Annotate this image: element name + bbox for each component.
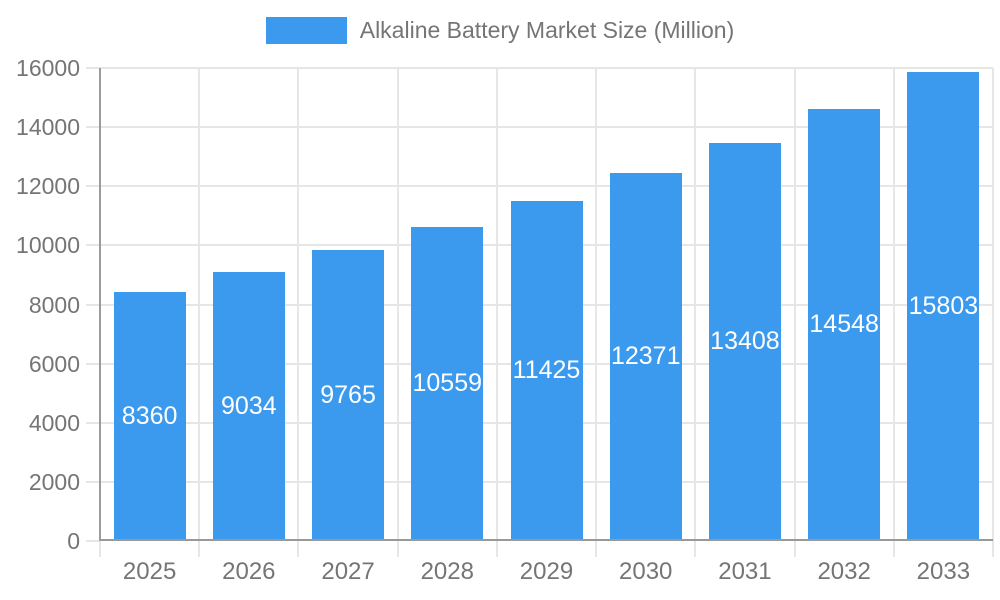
bar-value-label: 13408	[710, 327, 780, 355]
plot-area: 8360 9034 9765 10559 11425 12371 13408 14548 158…	[86, 67, 994, 557]
bar-value-label: 12371	[610, 342, 681, 370]
bar[interactable]: 8360	[113, 292, 186, 539]
bar-value-label: 9034	[221, 391, 277, 420]
gridline-vertical	[198, 68, 201, 557]
bar[interactable]: 11425	[510, 201, 583, 539]
bar-value-label: 14548	[809, 310, 879, 338]
y-tick-label: 0	[67, 528, 80, 554]
gridline-horizontal	[86, 185, 993, 188]
bar[interactable]: 14548	[808, 109, 881, 539]
bar-value-label: 8360	[121, 401, 178, 430]
gridline-vertical	[396, 68, 399, 557]
y-tick-label: 12000	[16, 173, 80, 200]
gridline-vertical	[595, 68, 598, 557]
x-tick-label: 2031	[718, 558, 772, 585]
y-tick-label: 8000	[28, 291, 80, 318]
legend[interactable]: Alkaline Battery Market Size (Million)	[0, 17, 1000, 44]
y-axis-labels: 0 2000 4000 6000 8000 10000 12000 14000 16000	[0, 55, 80, 554]
y-axis-line	[99, 68, 101, 541]
legend-label: Alkaline Battery Market Size (Million)	[359, 17, 735, 43]
y-tick-label: 4000	[28, 409, 80, 436]
bar-value-label: 9765	[320, 380, 376, 409]
x-axis-line	[100, 539, 993, 541]
bar[interactable]: 9034	[212, 272, 285, 539]
y-tick-label: 10000	[16, 232, 80, 259]
bar-value-label: 11425	[512, 356, 581, 384]
x-tick-label: 2029	[519, 558, 574, 585]
gridline-vertical	[694, 68, 697, 557]
bar-value-label: 15803	[908, 291, 979, 320]
bar[interactable]: 10559	[411, 227, 484, 539]
x-axis-labels: 2025 2026 2027 2028 2029 2030 2031 2032 2033	[100, 558, 993, 588]
gridline-vertical	[495, 68, 498, 557]
gridline-horizontal	[86, 67, 993, 69]
y-tick-label: 14000	[16, 114, 80, 141]
bar-value-label: 10559	[412, 369, 483, 397]
bar[interactable]: 9765	[312, 250, 385, 539]
y-tick-label: 2000	[28, 468, 80, 495]
gridline-vertical	[992, 68, 994, 557]
gridline-vertical	[892, 68, 895, 557]
x-tick-label: 2026	[222, 558, 276, 585]
x-tick-label: 2033	[916, 558, 971, 585]
legend-swatch	[265, 17, 347, 44]
x-tick-label: 2028	[420, 558, 474, 585]
y-tick-label: 16000	[16, 55, 80, 81]
x-tick-label: 2030	[619, 558, 673, 585]
x-tick-label: 2025	[122, 558, 177, 585]
x-tick-label: 2032	[817, 558, 871, 585]
gridline-horizontal	[86, 540, 100, 542]
x-tick-label: 2027	[321, 558, 375, 585]
bar[interactable]: 15803	[907, 72, 980, 539]
bar[interactable]: 13408	[708, 143, 781, 539]
gridline-vertical	[793, 68, 796, 557]
y-tick-label: 6000	[28, 350, 80, 377]
gridline-horizontal	[86, 126, 993, 129]
bar[interactable]: 12371	[609, 173, 682, 539]
gridline-vertical	[297, 68, 300, 557]
